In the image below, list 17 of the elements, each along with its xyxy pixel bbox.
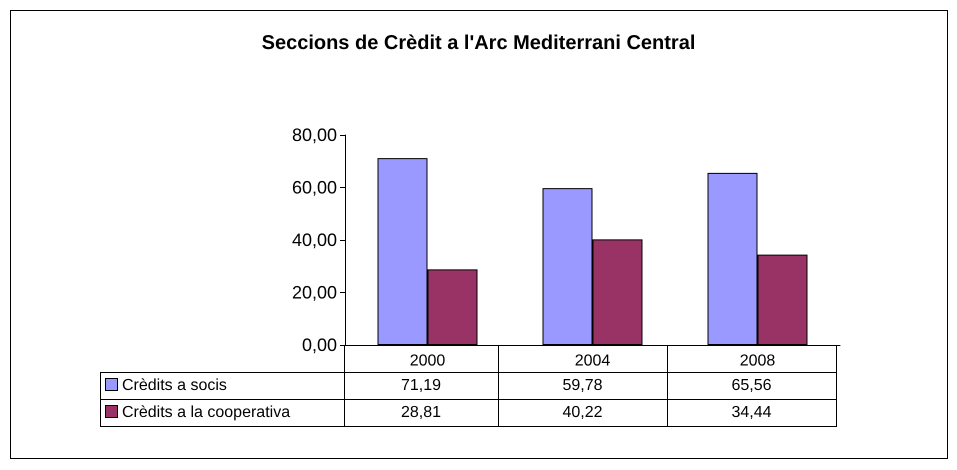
legend-label: Crèdits a socis [100,372,344,400]
y-tick-label: 80,00 [292,125,337,145]
data-label: 40,22 [498,400,667,426]
data-label: 34,44 [667,400,836,426]
x-tick-label: 2004 [574,352,610,370]
data-label: 65,56 [667,372,836,400]
y-tick-label: 60,00 [292,178,337,198]
y-tick-label: 0,00 [302,335,337,355]
y-tick-label: 40,00 [292,230,337,250]
x-tick-label: 2000 [410,352,446,370]
legend-label: Crèdits a la cooperativa [100,400,344,426]
y-tick-label: 20,00 [292,282,337,302]
data-label: 28,81 [344,400,498,426]
x-tick-label: 2008 [740,352,776,370]
chart-title: Seccions de Crèdit a l'Arc Mediterrani Central [262,32,696,54]
data-label: 59,78 [498,372,667,400]
data-label: 71,19 [344,372,498,400]
